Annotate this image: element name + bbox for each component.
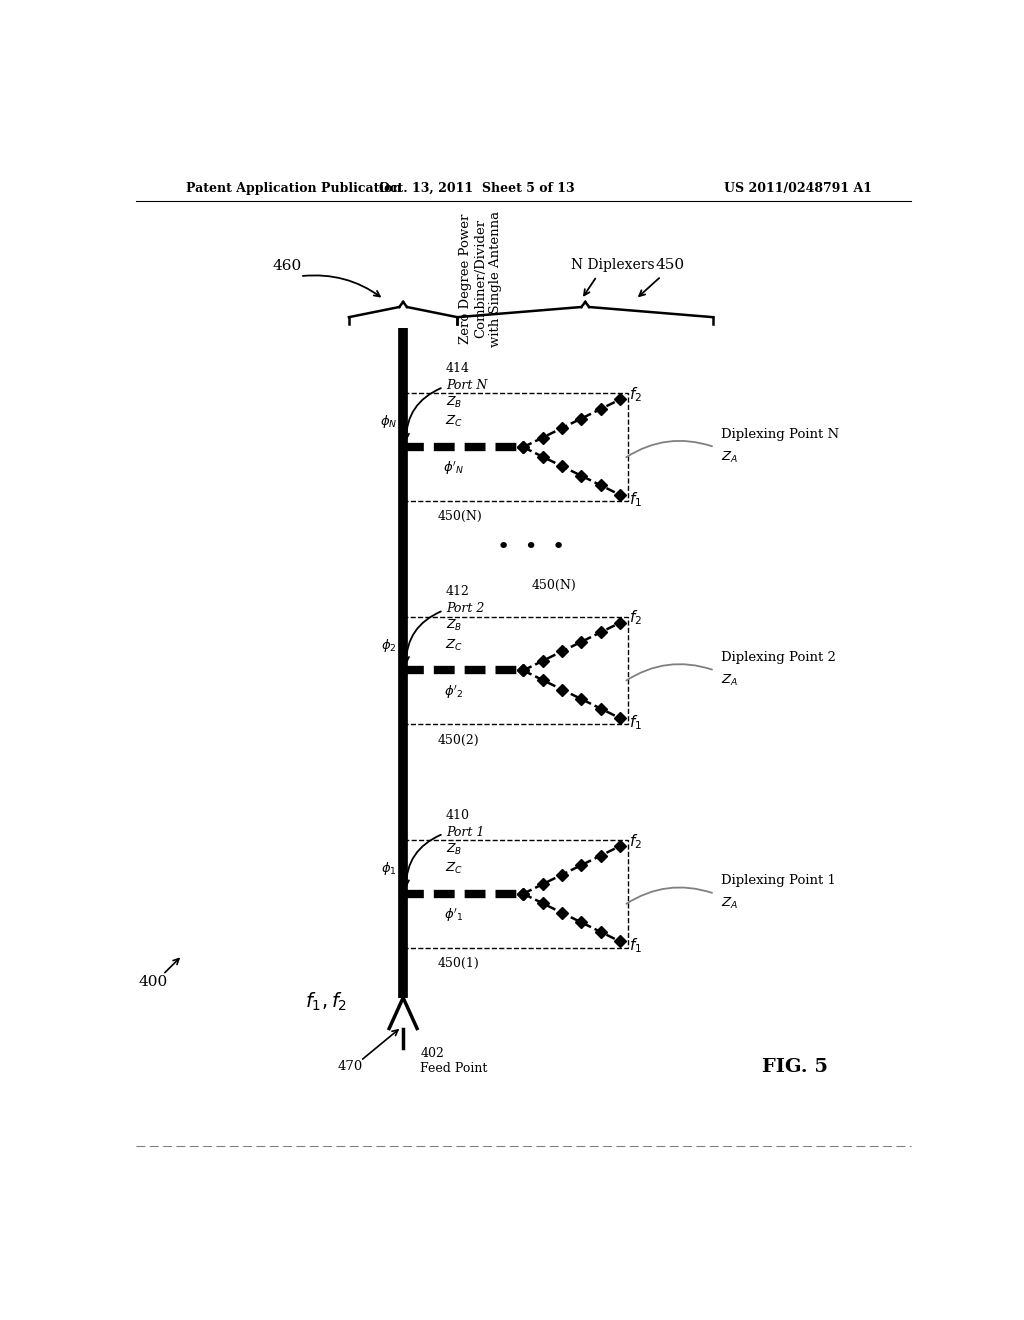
Text: $f_2$: $f_2$ <box>630 832 642 851</box>
Text: $Z_A$: $Z_A$ <box>721 896 738 911</box>
Text: 414: 414 <box>445 362 470 375</box>
Bar <box>403 393 628 502</box>
Text: $Z_B$: $Z_B$ <box>445 395 462 411</box>
Text: Diplexing Point N: Diplexing Point N <box>721 428 839 441</box>
Text: $Z_C$: $Z_C$ <box>444 638 463 652</box>
Text: 470: 470 <box>338 1060 364 1073</box>
Text: Zero Degree Power
Combiner/Divider
with Single Antenna: Zero Degree Power Combiner/Divider with … <box>459 211 502 347</box>
Text: $Z_B$: $Z_B$ <box>445 618 462 634</box>
Text: 450(1): 450(1) <box>438 957 480 970</box>
Text: Diplexing Point 1: Diplexing Point 1 <box>721 874 836 887</box>
Text: $Z_C$: $Z_C$ <box>444 414 463 429</box>
Bar <box>403 840 628 948</box>
Text: $\phi_N$: $\phi_N$ <box>381 413 398 430</box>
Text: 450(N): 450(N) <box>531 579 577 593</box>
Text: N Diplexers: N Diplexers <box>570 257 654 272</box>
Text: $\phi'_1$: $\phi'_1$ <box>443 907 464 924</box>
Text: 412: 412 <box>445 585 470 598</box>
Text: $\phi_1$: $\phi_1$ <box>381 859 397 876</box>
Text: 450(2): 450(2) <box>438 734 479 747</box>
Text: $Z_C$: $Z_C$ <box>444 861 463 876</box>
Text: Port 2: Port 2 <box>445 602 484 615</box>
Text: 400: 400 <box>138 975 168 989</box>
Text: Diplexing Point 2: Diplexing Point 2 <box>721 651 836 664</box>
Text: 410: 410 <box>445 809 470 822</box>
Text: Patent Application Publication: Patent Application Publication <box>186 182 401 194</box>
Text: •  •  •: • • • <box>497 537 565 557</box>
Text: Port N: Port N <box>445 379 487 392</box>
Text: $\phi'_2$: $\phi'_2$ <box>443 684 463 701</box>
Text: $\it{f}_1, \it{f}_2$: $\it{f}_1, \it{f}_2$ <box>304 990 347 1012</box>
Text: $\phi'_N$: $\phi'_N$ <box>442 459 464 478</box>
Text: $Z_A$: $Z_A$ <box>721 450 738 465</box>
Text: $f_2$: $f_2$ <box>630 385 642 404</box>
Text: $f_1$: $f_1$ <box>630 713 642 733</box>
Text: Port 1: Port 1 <box>445 825 484 838</box>
Text: $\phi_2$: $\phi_2$ <box>381 636 397 653</box>
Text: $f_1$: $f_1$ <box>630 490 642 510</box>
Text: US 2011/0248791 A1: US 2011/0248791 A1 <box>724 182 872 194</box>
Text: $Z_A$: $Z_A$ <box>721 673 738 688</box>
Text: $Z_B$: $Z_B$ <box>445 842 462 857</box>
Text: Oct. 13, 2011  Sheet 5 of 13: Oct. 13, 2011 Sheet 5 of 13 <box>379 182 574 194</box>
Text: 460: 460 <box>272 259 301 273</box>
Text: $f_1$: $f_1$ <box>630 937 642 956</box>
Bar <box>403 616 628 725</box>
Text: $f_2$: $f_2$ <box>630 609 642 627</box>
Text: 450(N): 450(N) <box>438 511 482 523</box>
Text: FIG. 5: FIG. 5 <box>762 1059 827 1076</box>
Text: 450: 450 <box>656 257 685 272</box>
Text: 402
Feed Point: 402 Feed Point <box>420 1047 487 1074</box>
